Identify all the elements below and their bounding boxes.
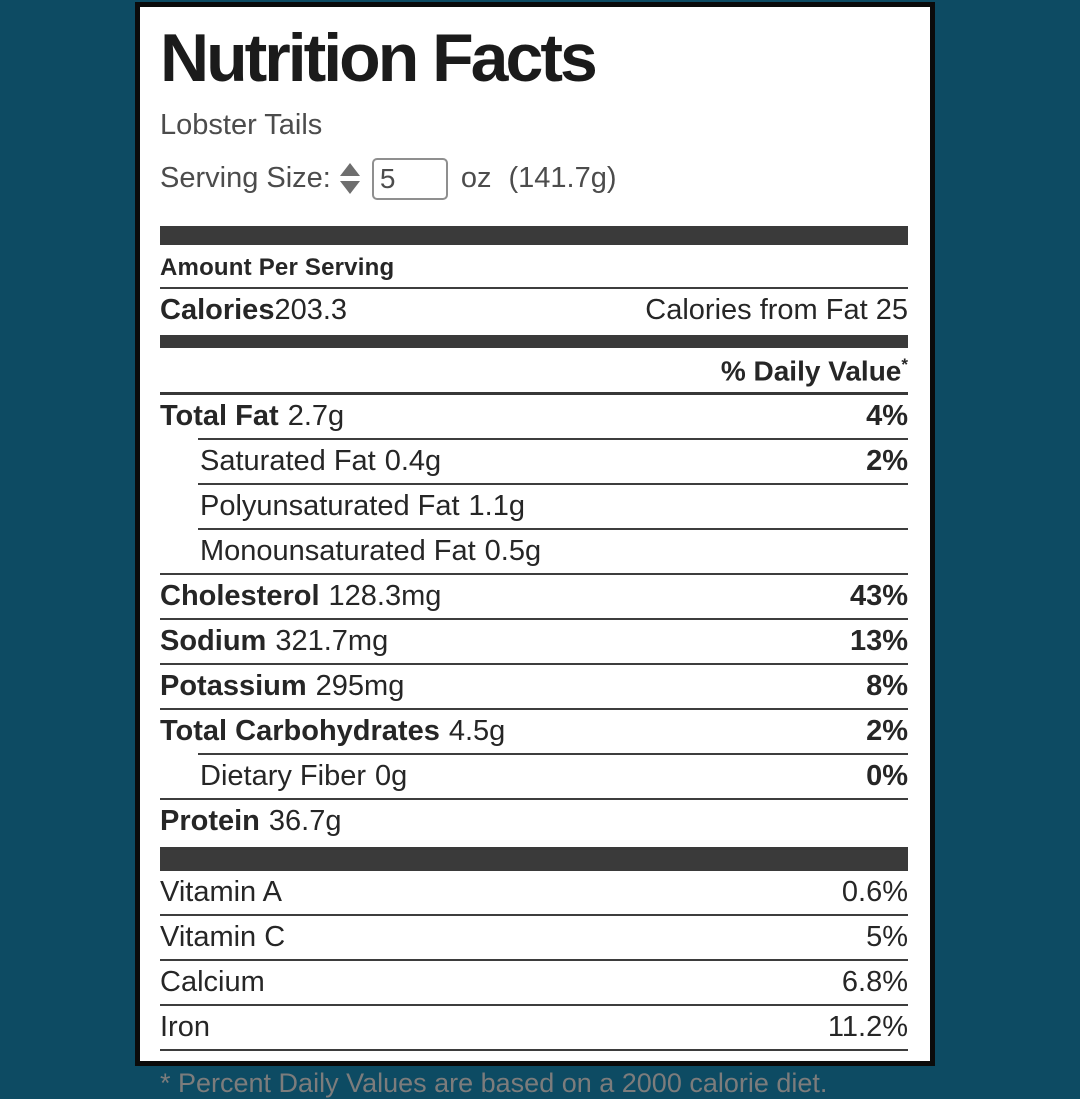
calories-value: Calories203.3 xyxy=(160,293,348,326)
daily-value: 0.6% xyxy=(841,876,908,909)
daily-value: 2% xyxy=(866,445,908,478)
nutrient-row-potassium: Potassium 295mg 8% xyxy=(160,670,908,703)
section-divider-bar xyxy=(160,334,908,348)
amount-per-serving-heading: Amount Per Serving xyxy=(160,245,908,289)
serving-unit: oz xyxy=(460,162,492,195)
nutrient-row-protein: Protein 36.7g xyxy=(160,805,342,838)
serving-size-input[interactable] xyxy=(371,157,448,200)
rule xyxy=(160,663,908,666)
serving-weight: (141.7g) xyxy=(508,162,617,195)
calories-from-fat: Calories from Fat 25 xyxy=(645,293,908,326)
vitamin-row-vitamin-a: Vitamin A 0.6% xyxy=(160,876,908,909)
daily-value-footnote: * Percent Daily Values are based on a 20… xyxy=(160,1068,828,1099)
rule xyxy=(160,798,908,801)
daily-value-header: % Daily Value* xyxy=(160,348,908,396)
label-title: Nutrition Facts xyxy=(160,20,598,96)
rule xyxy=(160,1004,908,1007)
daily-value: 13% xyxy=(849,625,908,658)
serving-size-stepper xyxy=(339,163,360,195)
rule xyxy=(198,438,908,441)
nutrient-row-saturated-fat: Saturated Fat 0.4g 2% xyxy=(200,445,908,478)
rule xyxy=(160,618,908,621)
serving-size-label: Serving Size: xyxy=(160,162,331,195)
rule xyxy=(160,914,908,917)
daily-value: 2% xyxy=(866,715,908,748)
nutrient-row-dietary-fiber: Dietary Fiber 0g 0% xyxy=(200,760,908,793)
rule xyxy=(198,528,908,531)
serving-size-row: Serving Size: oz (141.7g) xyxy=(160,155,908,203)
daily-value: 11.2% xyxy=(827,1011,908,1044)
stepper-up-icon[interactable] xyxy=(339,163,360,177)
calories-row: Calories203.3 Calories from Fat 25 xyxy=(160,289,908,335)
daily-value: 6.8% xyxy=(841,966,908,999)
rule xyxy=(160,959,908,962)
daily-value: 43% xyxy=(849,580,908,613)
nutrient-row-total-carbohydrates: Total Carbohydrates 4.5g 2% xyxy=(160,715,908,748)
rule xyxy=(160,573,908,576)
rule xyxy=(198,753,908,756)
daily-value: 5% xyxy=(866,921,908,954)
nutrient-row-total-fat: Total Fat 2.7g 4% xyxy=(160,400,908,433)
rule xyxy=(198,483,908,486)
rule xyxy=(160,708,908,711)
vitamin-row-calcium: Calcium 6.8% xyxy=(160,966,908,999)
vitamin-row-vitamin-c: Vitamin C 5% xyxy=(160,921,908,954)
nutrient-row-monounsaturated-fat: Monounsaturated Fat 0.5g xyxy=(200,535,542,568)
daily-value: 8% xyxy=(866,670,908,703)
nutrient-row-cholesterol: Cholesterol 128.3mg 43% xyxy=(160,580,908,613)
nutrient-row-sodium: Sodium 321.7mg 13% xyxy=(160,625,908,658)
daily-value-asterisk: * xyxy=(901,354,908,374)
section-divider-bar xyxy=(160,847,908,872)
nutrition-facts-label: Nutrition Facts Lobster Tails Serving Si… xyxy=(135,2,935,1098)
section-divider-bar xyxy=(160,225,908,245)
vitamin-row-iron: Iron 11.2% xyxy=(160,1011,908,1044)
stepper-down-icon[interactable] xyxy=(339,181,360,195)
rule xyxy=(160,1049,908,1052)
food-name: Lobster Tails xyxy=(160,108,323,141)
nutrient-row-polyunsaturated-fat: Polyunsaturated Fat 1.1g xyxy=(200,490,525,523)
daily-value: 4% xyxy=(866,400,908,433)
daily-value: 0% xyxy=(866,760,908,793)
